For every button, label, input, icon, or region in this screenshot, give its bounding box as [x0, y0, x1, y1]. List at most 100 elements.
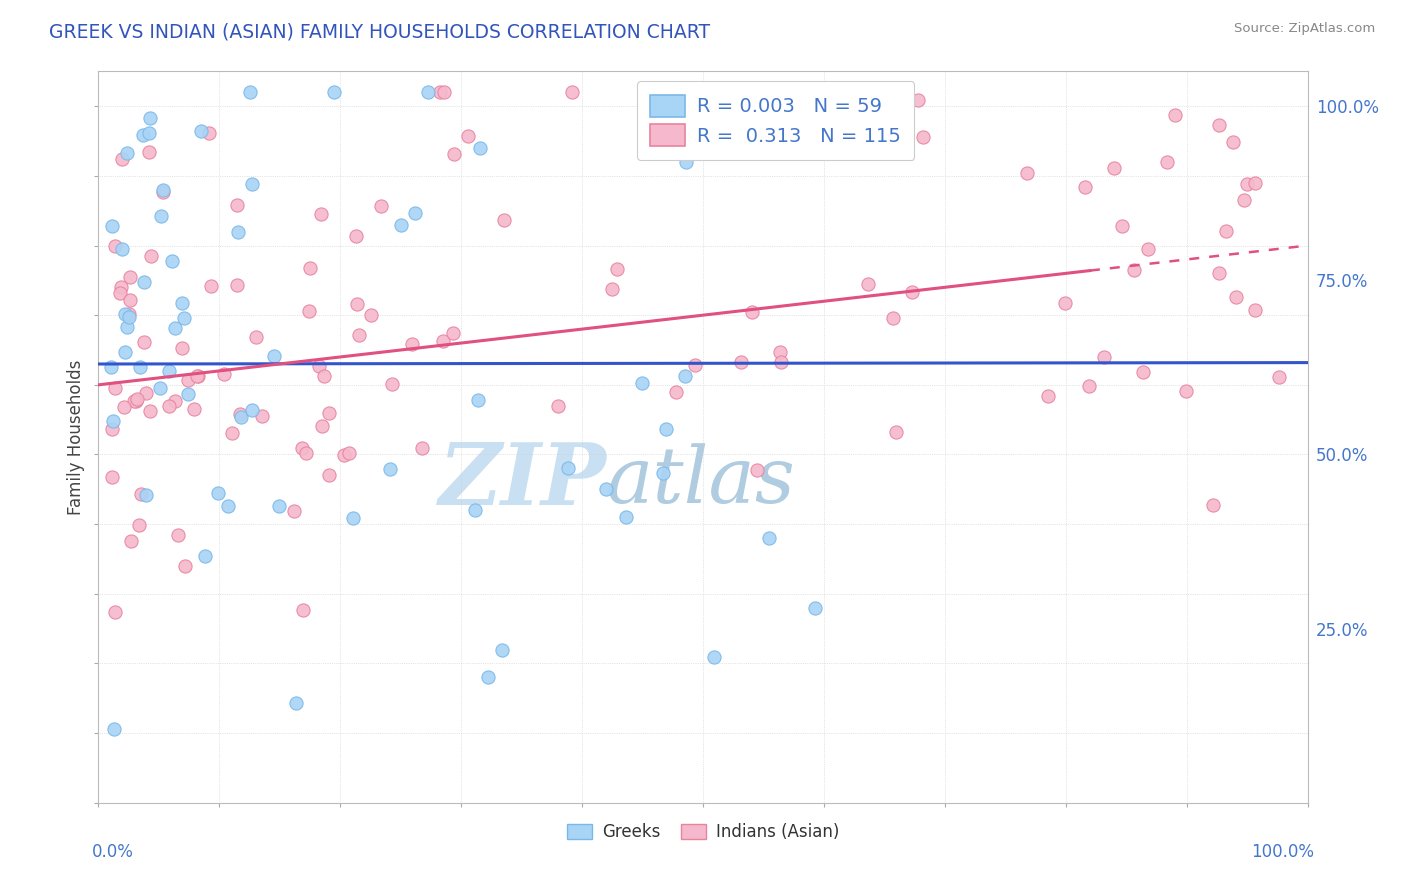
Point	[118, 310, 141, 324]
Point	[226, 278, 249, 293]
Point	[100, 359, 122, 374]
Point	[284, 697, 307, 711]
Point	[110, 280, 132, 294]
Point	[311, 419, 333, 434]
Point	[135, 488, 157, 502]
Point	[342, 511, 364, 525]
Point	[411, 442, 433, 456]
Point	[1054, 296, 1077, 310]
Point	[269, 499, 291, 513]
Point	[139, 249, 162, 263]
Point	[128, 518, 150, 533]
Point	[225, 197, 247, 211]
Point	[250, 409, 273, 424]
Point	[170, 296, 193, 310]
Point	[138, 145, 160, 160]
Point	[758, 531, 780, 545]
Point	[111, 242, 134, 256]
Point	[418, 85, 440, 99]
Text: Source: ZipAtlas.com: Source: ZipAtlas.com	[1234, 22, 1375, 36]
Point	[318, 406, 340, 420]
Point	[769, 344, 792, 359]
Point	[602, 281, 624, 295]
Point	[138, 126, 160, 140]
Point	[135, 385, 157, 400]
Point	[125, 394, 148, 409]
Point	[152, 185, 174, 199]
Point	[228, 408, 250, 422]
Point	[291, 441, 314, 455]
Point	[174, 558, 197, 573]
Point	[200, 279, 222, 293]
Point	[1201, 498, 1223, 512]
Point	[1132, 366, 1154, 380]
Point	[344, 229, 367, 244]
Point	[117, 307, 139, 321]
Point	[226, 225, 249, 239]
Point	[1208, 118, 1230, 132]
Point	[127, 392, 149, 407]
Point	[631, 376, 654, 390]
Point	[1123, 263, 1146, 277]
Point	[132, 128, 155, 143]
Point	[752, 85, 775, 99]
Point	[114, 345, 136, 359]
Point	[1208, 266, 1230, 280]
Point	[298, 303, 321, 318]
Point	[101, 470, 124, 484]
Text: 0.0%: 0.0%	[93, 843, 134, 861]
Point	[150, 210, 173, 224]
Point	[104, 605, 127, 619]
Point	[1225, 290, 1247, 304]
Point	[477, 670, 499, 684]
Point	[1092, 351, 1115, 365]
Point	[177, 373, 200, 387]
Point	[1017, 165, 1039, 179]
Point	[1036, 388, 1059, 402]
Point	[381, 377, 404, 392]
Point	[468, 141, 491, 155]
Point	[120, 534, 142, 549]
Point	[1268, 370, 1291, 384]
Point	[163, 321, 186, 335]
Point	[339, 445, 361, 459]
Point	[229, 410, 252, 425]
Point	[323, 85, 346, 99]
Point	[314, 369, 336, 384]
Point	[561, 85, 583, 99]
Point	[283, 503, 305, 517]
Point	[177, 387, 200, 401]
Point	[665, 384, 688, 399]
Point	[1102, 161, 1125, 176]
Point	[890, 85, 912, 99]
Text: ZIP: ZIP	[439, 439, 606, 523]
Point	[129, 359, 152, 374]
Point	[132, 334, 155, 349]
Point	[240, 403, 263, 417]
Point	[157, 363, 180, 377]
Point	[441, 326, 464, 341]
Point	[212, 368, 235, 382]
Point	[263, 349, 285, 363]
Point	[187, 369, 209, 384]
Point	[165, 393, 187, 408]
Point	[101, 219, 124, 233]
Point	[115, 320, 138, 334]
Point	[129, 487, 152, 501]
Point	[433, 85, 456, 99]
Point	[429, 85, 451, 99]
Point	[194, 549, 217, 563]
Text: atlas: atlas	[606, 442, 794, 519]
Legend: Greeks, Indians (Asian): Greeks, Indians (Asian)	[558, 814, 848, 849]
Point	[112, 400, 135, 414]
Point	[207, 485, 229, 500]
Point	[240, 177, 263, 191]
Point	[401, 337, 423, 351]
Point	[110, 285, 132, 300]
Point	[101, 414, 124, 428]
Point	[370, 198, 392, 212]
Point	[186, 368, 208, 383]
Point	[198, 126, 221, 140]
Point	[614, 510, 637, 524]
Point	[173, 310, 195, 325]
